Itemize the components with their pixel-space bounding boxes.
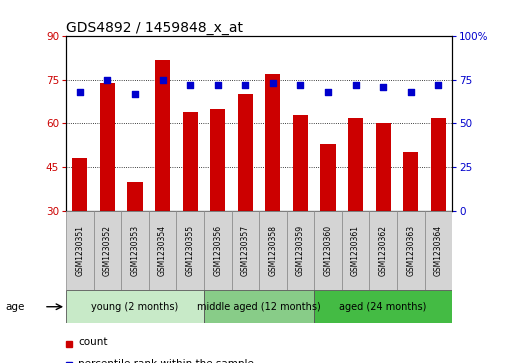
Bar xyxy=(321,144,336,211)
Text: GDS4892 / 1459848_x_at: GDS4892 / 1459848_x_at xyxy=(66,21,243,35)
Point xyxy=(76,89,84,95)
Point xyxy=(407,89,415,95)
Bar xyxy=(182,112,198,211)
Text: GSM1230358: GSM1230358 xyxy=(268,225,277,276)
Text: GSM1230353: GSM1230353 xyxy=(131,225,140,276)
Text: GSM1230363: GSM1230363 xyxy=(406,225,415,276)
Bar xyxy=(425,211,452,290)
Text: GSM1230359: GSM1230359 xyxy=(296,225,305,276)
Bar xyxy=(348,118,363,211)
Point xyxy=(131,91,139,97)
Bar xyxy=(155,60,170,211)
Point xyxy=(158,77,167,83)
Bar xyxy=(66,211,93,290)
Bar xyxy=(93,211,121,290)
Bar xyxy=(72,158,87,211)
Point xyxy=(269,81,277,86)
Bar xyxy=(342,211,369,290)
Bar xyxy=(128,182,143,211)
Text: GSM1230360: GSM1230360 xyxy=(324,225,333,276)
Point xyxy=(214,82,222,88)
Point xyxy=(352,82,360,88)
Text: GSM1230361: GSM1230361 xyxy=(351,225,360,276)
Bar xyxy=(204,211,232,290)
Bar xyxy=(314,290,452,323)
Text: young (2 months): young (2 months) xyxy=(91,302,179,312)
Bar xyxy=(259,211,287,290)
Bar xyxy=(314,211,342,290)
Bar xyxy=(149,211,176,290)
Bar xyxy=(293,115,308,211)
Bar xyxy=(176,211,204,290)
Bar xyxy=(397,211,425,290)
Text: age: age xyxy=(5,302,24,312)
Text: GSM1230357: GSM1230357 xyxy=(241,225,250,276)
Text: GSM1230354: GSM1230354 xyxy=(158,225,167,276)
Point xyxy=(379,84,387,90)
Point xyxy=(434,82,442,88)
Text: percentile rank within the sample: percentile rank within the sample xyxy=(78,359,254,363)
Bar xyxy=(232,211,259,290)
Text: GSM1230362: GSM1230362 xyxy=(378,225,388,276)
Bar xyxy=(265,74,280,211)
Text: count: count xyxy=(78,337,108,347)
Bar xyxy=(121,211,149,290)
Bar xyxy=(210,109,225,211)
Text: GSM1230356: GSM1230356 xyxy=(213,225,222,276)
Bar xyxy=(66,290,204,323)
Bar xyxy=(431,118,446,211)
Bar xyxy=(403,152,418,211)
Point xyxy=(186,82,194,88)
Point xyxy=(103,77,111,83)
Text: GSM1230351: GSM1230351 xyxy=(75,225,84,276)
Text: middle aged (12 months): middle aged (12 months) xyxy=(197,302,321,312)
Text: aged (24 months): aged (24 months) xyxy=(339,302,427,312)
Point xyxy=(296,82,304,88)
Bar xyxy=(369,211,397,290)
Point xyxy=(241,82,249,88)
Bar xyxy=(238,94,253,211)
Bar xyxy=(100,83,115,211)
Text: GSM1230364: GSM1230364 xyxy=(434,225,443,276)
Bar xyxy=(287,211,314,290)
Bar xyxy=(204,290,314,323)
Bar xyxy=(375,123,391,211)
Point xyxy=(324,89,332,95)
Text: GSM1230355: GSM1230355 xyxy=(185,225,195,276)
Text: GSM1230352: GSM1230352 xyxy=(103,225,112,276)
